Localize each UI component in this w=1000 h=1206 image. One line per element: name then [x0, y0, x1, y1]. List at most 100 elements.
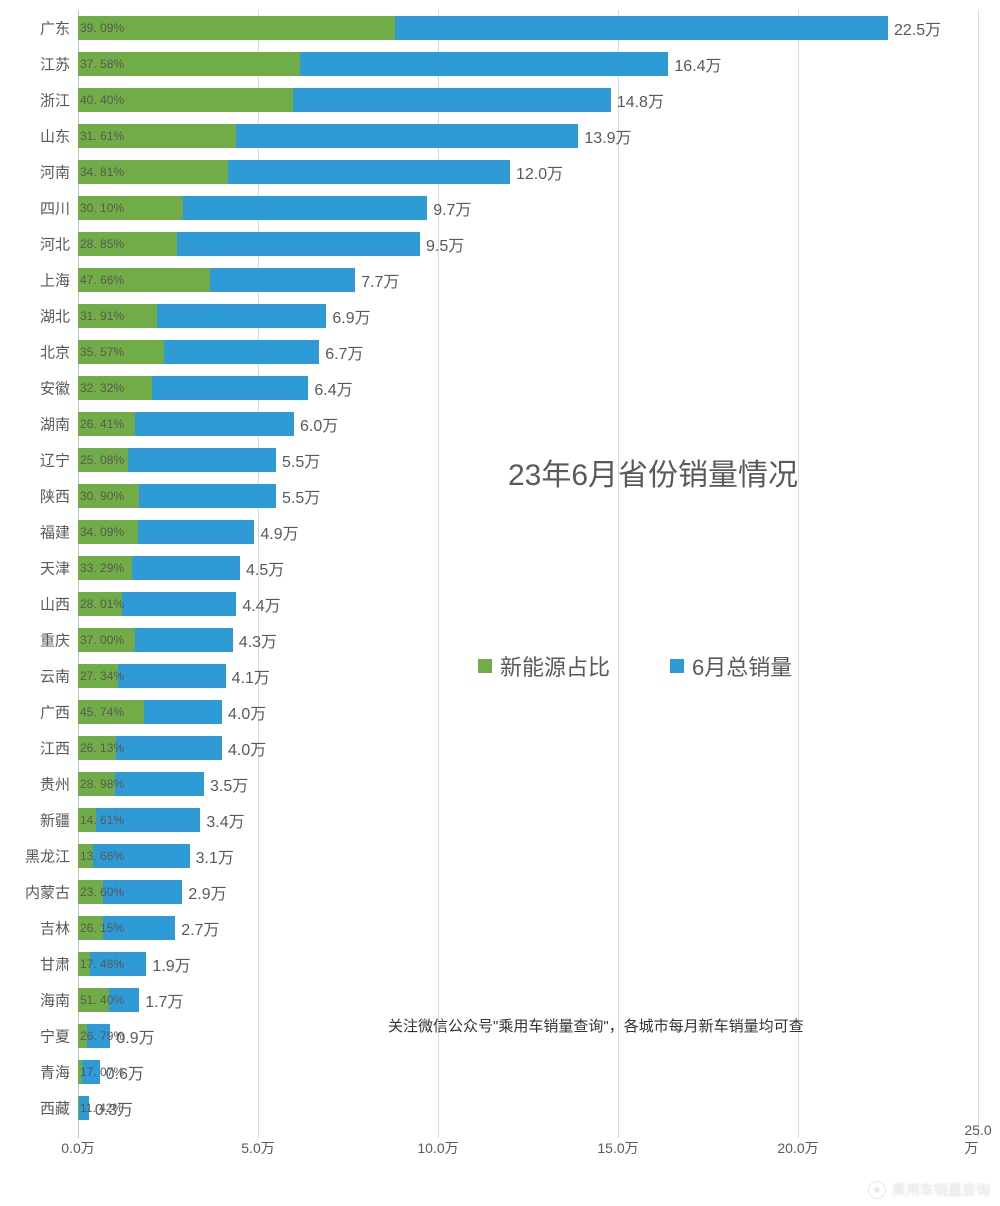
- category-label: 黑龙江: [25, 846, 70, 867]
- legend-swatch: [670, 659, 684, 673]
- category-label: 内蒙古: [25, 882, 70, 903]
- total-sales-label: 16.4万: [668, 52, 721, 76]
- total-sales-label: 4.5万: [240, 556, 284, 580]
- total-sales-label: 0.6万: [100, 1060, 144, 1084]
- category-label: 宁夏: [40, 1026, 70, 1047]
- nev-share-label: 30. 10%: [80, 201, 124, 215]
- total-sales-label: 22.5万: [888, 16, 941, 40]
- watermark: ✦ 乘用车销量查询: [868, 1180, 990, 1200]
- category-label: 四川: [40, 198, 70, 219]
- category-label: 江苏: [40, 54, 70, 75]
- category-label: 西藏: [40, 1098, 70, 1119]
- total-sales-label: 5.5万: [276, 448, 320, 472]
- total-sales-label: 4.0万: [222, 700, 266, 724]
- footer-note: 关注微信公众号"乘用车销量查询"，各城市每月新车销量均可查: [388, 1015, 804, 1036]
- nev-share-label: 26. 13%: [80, 741, 124, 755]
- total-sales-label: 2.7万: [175, 916, 219, 940]
- nev-share-label: 33. 29%: [80, 561, 124, 575]
- category-label: 云南: [40, 666, 70, 687]
- category-label: 甘肃: [40, 954, 70, 975]
- total-sales-label: 1.9万: [146, 952, 190, 976]
- category-label: 山东: [40, 126, 70, 147]
- category-label: 河北: [40, 234, 70, 255]
- nev-share-label: 27. 34%: [80, 669, 124, 683]
- total-sales-label: 6.7万: [319, 340, 363, 364]
- category-label: 陕西: [40, 486, 70, 507]
- total-sales-label: 13.9万: [578, 124, 631, 148]
- x-tick-label: 10.0万: [417, 1138, 458, 1158]
- nev-share-label: 14. 61%: [80, 813, 124, 827]
- total-sales-label: 5.5万: [276, 484, 320, 508]
- total-sales-label: 2.9万: [182, 880, 226, 904]
- category-label: 安徽: [40, 378, 70, 399]
- category-label: 河南: [40, 162, 70, 183]
- x-tick-label: 20.0万: [777, 1138, 818, 1158]
- category-label: 辽宁: [40, 450, 70, 471]
- nev-share-label: 40. 40%: [80, 93, 124, 107]
- total-sales-label: 3.5万: [204, 772, 248, 796]
- total-sales-label: 0.9万: [110, 1024, 154, 1048]
- nev-share-label: 25. 08%: [80, 453, 124, 467]
- chart-area: 0.0万5.0万10.0万15.0万20.0万25.0万广东39. 09%22.…: [78, 10, 978, 1160]
- plot-area: 0.0万5.0万10.0万15.0万20.0万25.0万广东39. 09%22.…: [78, 10, 978, 1138]
- total-sales-label: 3.1万: [190, 844, 234, 868]
- total-sales-label: 3.4万: [200, 808, 244, 832]
- total-sales-label: 9.7万: [427, 196, 471, 220]
- total-sales-label: 4.1万: [226, 664, 270, 688]
- total-sales-label: 4.9万: [254, 520, 298, 544]
- nev-share-label: 31. 61%: [80, 129, 124, 143]
- x-tick-label: 25.0万: [964, 1122, 991, 1158]
- total-sales-label: 14.8万: [611, 88, 664, 112]
- category-label: 江西: [40, 738, 70, 759]
- nev-share-label: 32. 32%: [80, 381, 124, 395]
- chart-title: 23年6月省份销量情况: [508, 450, 798, 494]
- total-sales-label: 4.3万: [233, 628, 277, 652]
- total-sales-label: 9.5万: [420, 232, 464, 256]
- category-label: 北京: [40, 342, 70, 363]
- nev-share-label: 37. 58%: [80, 57, 124, 71]
- nev-share-label: 47. 66%: [80, 273, 124, 287]
- nev-share-label: 45. 74%: [80, 705, 124, 719]
- total-sales-label: 12.0万: [510, 160, 563, 184]
- nev-share-label: 37. 00%: [80, 633, 124, 647]
- nev-share-bar: [78, 16, 395, 40]
- nev-share-label: 26. 41%: [80, 417, 124, 431]
- legend-label: 新能源占比: [500, 650, 610, 682]
- nev-share-label: 28. 01%: [80, 597, 124, 611]
- category-label: 湖南: [40, 414, 70, 435]
- wechat-icon: ✦: [868, 1181, 886, 1199]
- total-sales-label: 4.0万: [222, 736, 266, 760]
- nev-share-label: 26. 15%: [80, 921, 124, 935]
- nev-share-label: 51. 40%: [80, 993, 124, 1007]
- category-label: 重庆: [40, 630, 70, 651]
- nev-share-label: 31. 91%: [80, 309, 124, 323]
- x-tick-label: 15.0万: [597, 1138, 638, 1158]
- category-label: 天津: [40, 558, 70, 579]
- nev-share-label: 28. 85%: [80, 237, 124, 251]
- legend-item: 6月总销量: [670, 650, 792, 682]
- x-tick-label: 5.0万: [241, 1138, 274, 1158]
- total-sales-label: 7.7万: [355, 268, 399, 292]
- category-label: 湖北: [40, 306, 70, 327]
- category-label: 广东: [40, 18, 70, 39]
- category-label: 浙江: [40, 90, 70, 111]
- gridline: [798, 10, 799, 1138]
- total-sales-label: 6.9万: [326, 304, 370, 328]
- nev-share-label: 39. 09%: [80, 21, 124, 35]
- x-tick-label: 0.0万: [61, 1138, 94, 1158]
- legend-swatch: [478, 659, 492, 673]
- nev-share-label: 30. 90%: [80, 489, 124, 503]
- total-sales-label: 6.4万: [308, 376, 352, 400]
- category-label: 山西: [40, 594, 70, 615]
- nev-share-label: 34. 81%: [80, 165, 124, 179]
- nev-share-label: 35. 57%: [80, 345, 124, 359]
- gridline: [618, 10, 619, 1138]
- nev-share-label: 23. 60%: [80, 885, 124, 899]
- total-sales-label: 0.3万: [89, 1096, 133, 1120]
- category-label: 贵州: [40, 774, 70, 795]
- category-label: 福建: [40, 522, 70, 543]
- legend: 新能源占比 6月总销量: [478, 650, 792, 682]
- total-sales-label: 1.7万: [139, 988, 183, 1012]
- legend-label: 6月总销量: [692, 650, 792, 682]
- category-label: 广西: [40, 702, 70, 723]
